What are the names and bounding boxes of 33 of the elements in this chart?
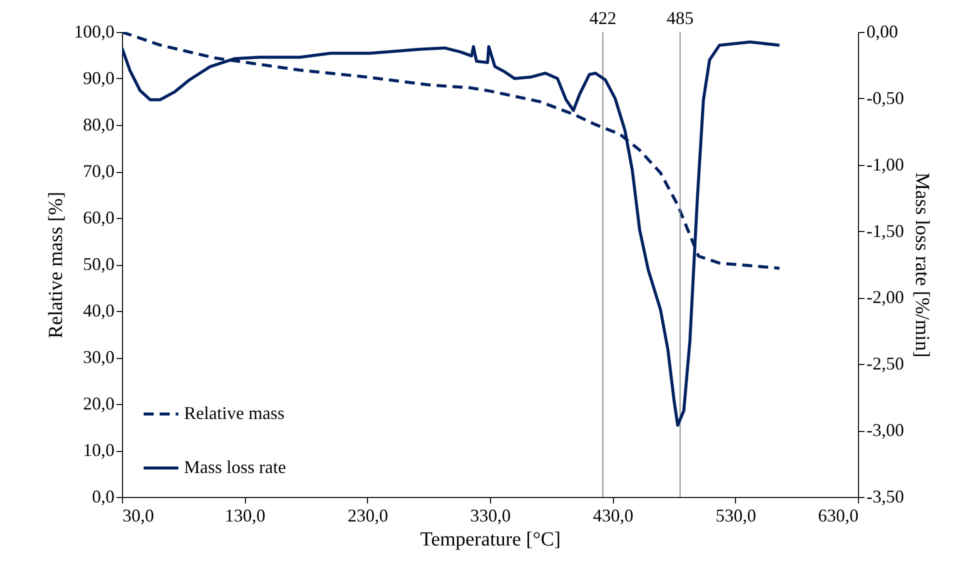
y2-tick-label: -1,50 xyxy=(866,220,904,241)
legend-label: Relative mass xyxy=(184,403,284,423)
y-tick-label: 0,0 xyxy=(92,486,114,506)
y2-tick-label: -3,00 xyxy=(866,420,904,440)
ref-line-label: 485 xyxy=(666,8,694,28)
ref-line-label: 422 xyxy=(589,8,616,28)
x-axis-title: Temperature [°C] xyxy=(420,528,561,550)
y-tick-label: 80,0 xyxy=(83,114,114,134)
x-tick-label: 130,0 xyxy=(224,506,266,526)
y-tick-label: 70,0 xyxy=(83,161,114,181)
y-tick-label: 40,0 xyxy=(83,300,114,320)
y-tick-label: 10,0 xyxy=(83,440,114,460)
y-tick-label: 30,0 xyxy=(83,347,114,367)
legend-label: Mass loss rate xyxy=(184,457,286,477)
y2-axis-title: Mass loss rate [%/min] xyxy=(910,172,933,358)
x-tick-label: 230,0 xyxy=(348,506,388,526)
y2-tick-label: -2,50 xyxy=(866,354,904,374)
y2-tick-label: -3,50 xyxy=(866,486,904,506)
y-tick-label: 60,0 xyxy=(83,208,114,228)
x-tick-label: 630,0 xyxy=(818,506,858,526)
y-tick-label: 50,0 xyxy=(83,254,114,274)
x-tick-label: 330,0 xyxy=(470,506,511,526)
y2-tick-label: -1,00 xyxy=(866,154,904,174)
y-axis-title: Relative mass [%] xyxy=(45,192,67,338)
x-tick-label: 530,0 xyxy=(716,506,756,526)
y-tick-label: 100,0 xyxy=(74,22,114,42)
y2-tick-label: -2,00 xyxy=(866,287,904,308)
y-tick-label: 90,0 xyxy=(83,68,114,88)
y2-tick-label: -0,50 xyxy=(866,88,904,108)
y2-tick-label: 0,00 xyxy=(866,22,898,42)
x-tick-label: 430,0 xyxy=(592,506,634,526)
x-tick-label: 30,0 xyxy=(122,506,154,526)
y-tick-label: 20,0 xyxy=(83,394,114,414)
